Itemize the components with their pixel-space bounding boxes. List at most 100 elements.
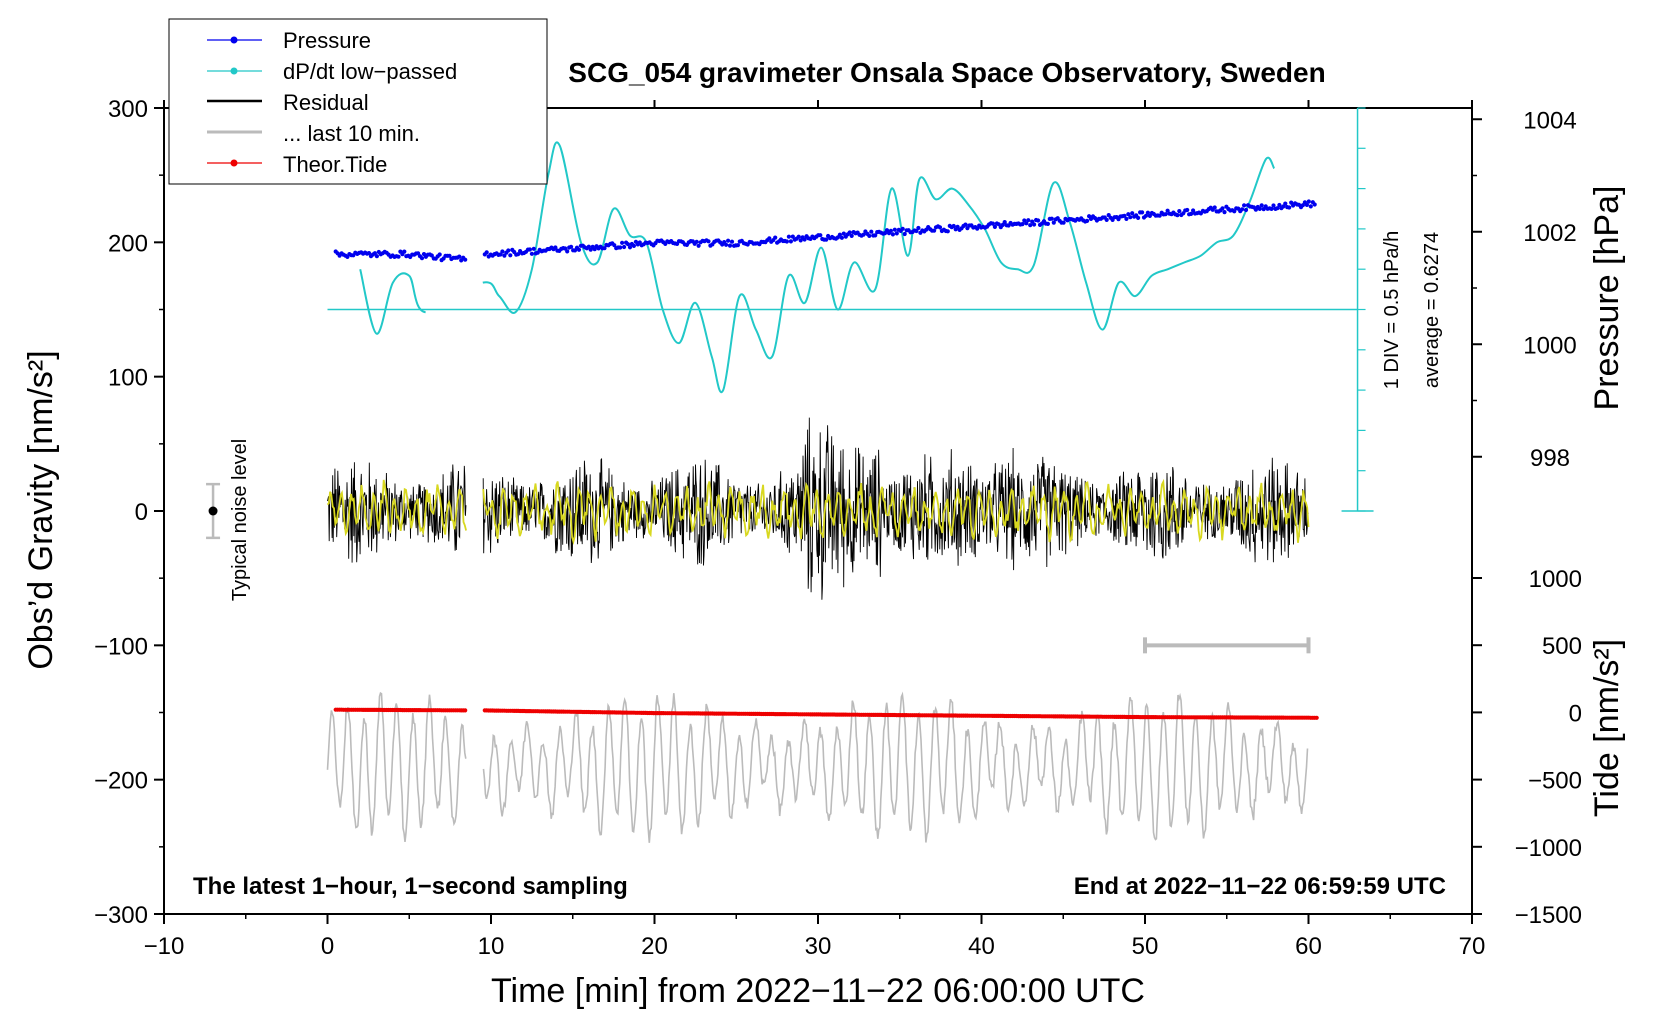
x-tick-label: 40: [968, 933, 995, 960]
y-tick-label: −100: [94, 633, 148, 660]
y-tick-label: 200: [108, 230, 148, 257]
y-axis-label-tide: Tide [nm/s²]: [1588, 639, 1626, 817]
pressure-point: [888, 228, 894, 233]
ticks-layer: −10 0 10 20 30 40 50 60 703002001000−100−200−300…: [94, 96, 1582, 960]
pressure-point: [1045, 221, 1050, 226]
tide-tick-label: −1000: [1515, 835, 1582, 862]
pressure-point: [892, 227, 897, 232]
pressure-point: [894, 231, 899, 236]
pressure-point: [767, 236, 772, 241]
pressure-point: [990, 221, 996, 226]
pressure-point: [1124, 216, 1129, 221]
pressure-point: [618, 245, 623, 250]
legend-marker-pressure: [230, 36, 238, 44]
pressure-point: [498, 252, 503, 257]
pressure-point: [502, 253, 507, 258]
pressure-point: [900, 226, 905, 231]
pressure-point: [1177, 209, 1182, 214]
pressure-point: [955, 224, 960, 229]
x-tick-label: 10: [478, 933, 505, 960]
pressure-point: [419, 256, 425, 261]
pressure-point: [696, 243, 701, 248]
pressure-tick-label: 998: [1530, 445, 1570, 472]
residual-smooth-line: [326, 478, 1310, 545]
pressure-point: [1275, 206, 1280, 211]
x-tick-label: −10: [144, 933, 185, 960]
legend-marker-dpdt: [230, 67, 238, 75]
pressure-point: [612, 243, 617, 248]
pressure-point: [798, 238, 803, 243]
legend-label-residual: Residual: [283, 90, 369, 115]
pressure-point: [1277, 202, 1282, 208]
pressure-point: [374, 254, 379, 259]
pressure-point: [1145, 210, 1150, 215]
pressure-point: [1122, 213, 1127, 218]
pressure-point: [529, 251, 535, 256]
pressure-point: [788, 239, 794, 244]
pressure-point: [945, 229, 950, 234]
pressure-point: [1175, 213, 1180, 218]
pressure-point: [914, 228, 919, 234]
pressure-point: [366, 251, 372, 256]
x-tick-label: 30: [805, 933, 832, 960]
x-axis-label: Time [min] from 2022−11−22 06:00:00 UTC: [491, 972, 1145, 1010]
pressure-point: [869, 229, 874, 234]
legend-label-tide: Theor.Tide: [283, 152, 387, 177]
pressure-point: [1126, 212, 1131, 217]
pressure-point: [1036, 218, 1041, 223]
series-layer: [206, 107, 1374, 843]
pressure-point: [1269, 206, 1274, 211]
pressure-point: [1212, 205, 1217, 210]
pressure-point: [1271, 203, 1276, 208]
pressure-point: [627, 245, 633, 250]
x-tick-label: 50: [1132, 933, 1159, 960]
pressure-point: [463, 257, 468, 262]
pressure-point: [937, 225, 943, 230]
pressure-point: [963, 222, 968, 227]
pressure-point: [729, 239, 735, 244]
y-tick-label: −200: [94, 768, 148, 795]
dpdt-scale-label-1: 1 DIV = 0.5 hPa/h: [1381, 231, 1403, 389]
y-tick-label: −300: [94, 902, 148, 929]
pressure-point: [592, 247, 597, 252]
pressure-point: [447, 253, 452, 258]
x-tick-label: 60: [1295, 933, 1322, 960]
pressure-tick-label: 1000: [1523, 332, 1576, 359]
pressure-point: [992, 224, 998, 229]
pressure-point: [565, 249, 570, 254]
y-tick-label: 300: [108, 96, 148, 123]
legend-label-last10: ... last 10 min.: [283, 121, 420, 146]
pressure-point: [1306, 199, 1311, 204]
pressure-point: [1232, 209, 1237, 214]
pressure-point: [824, 237, 829, 242]
tide-point: [463, 708, 468, 713]
pressure-point: [457, 254, 462, 259]
pressure-point: [1061, 220, 1066, 225]
pressure-point: [396, 254, 401, 259]
pressure-point: [1259, 203, 1264, 208]
pressure-point: [706, 239, 711, 244]
pressure-point: [847, 230, 852, 235]
pressure-point: [1028, 223, 1033, 228]
pressure-point: [837, 232, 843, 237]
pressure-point: [508, 253, 513, 258]
tide-tick-label: −1500: [1515, 902, 1582, 929]
pressure-point: [631, 243, 637, 248]
pressure-point: [1304, 202, 1309, 207]
pressure-point: [873, 233, 878, 238]
pressure-point: [867, 233, 872, 238]
tide-tick-label: 500: [1542, 633, 1582, 660]
pressure-point: [1032, 222, 1037, 227]
pressure-point: [1308, 204, 1313, 209]
pressure-point: [1049, 216, 1054, 221]
tide-tick-label: −500: [1528, 768, 1582, 795]
annotation-left: The latest 1−hour, 1−second sampling: [193, 873, 628, 900]
tide-point: [1314, 715, 1319, 720]
pressure-point: [784, 239, 790, 244]
pressure-point: [1222, 210, 1227, 215]
pressure-point: [429, 253, 434, 258]
pressure-point: [1140, 210, 1145, 215]
pressure-point: [1130, 211, 1135, 216]
pressure-point: [849, 233, 854, 238]
